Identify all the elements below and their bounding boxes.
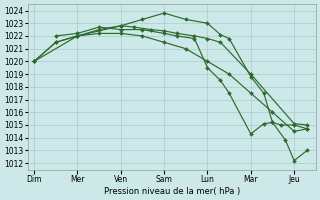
X-axis label: Pression niveau de la mer( hPa ): Pression niveau de la mer( hPa ) (104, 187, 240, 196)
